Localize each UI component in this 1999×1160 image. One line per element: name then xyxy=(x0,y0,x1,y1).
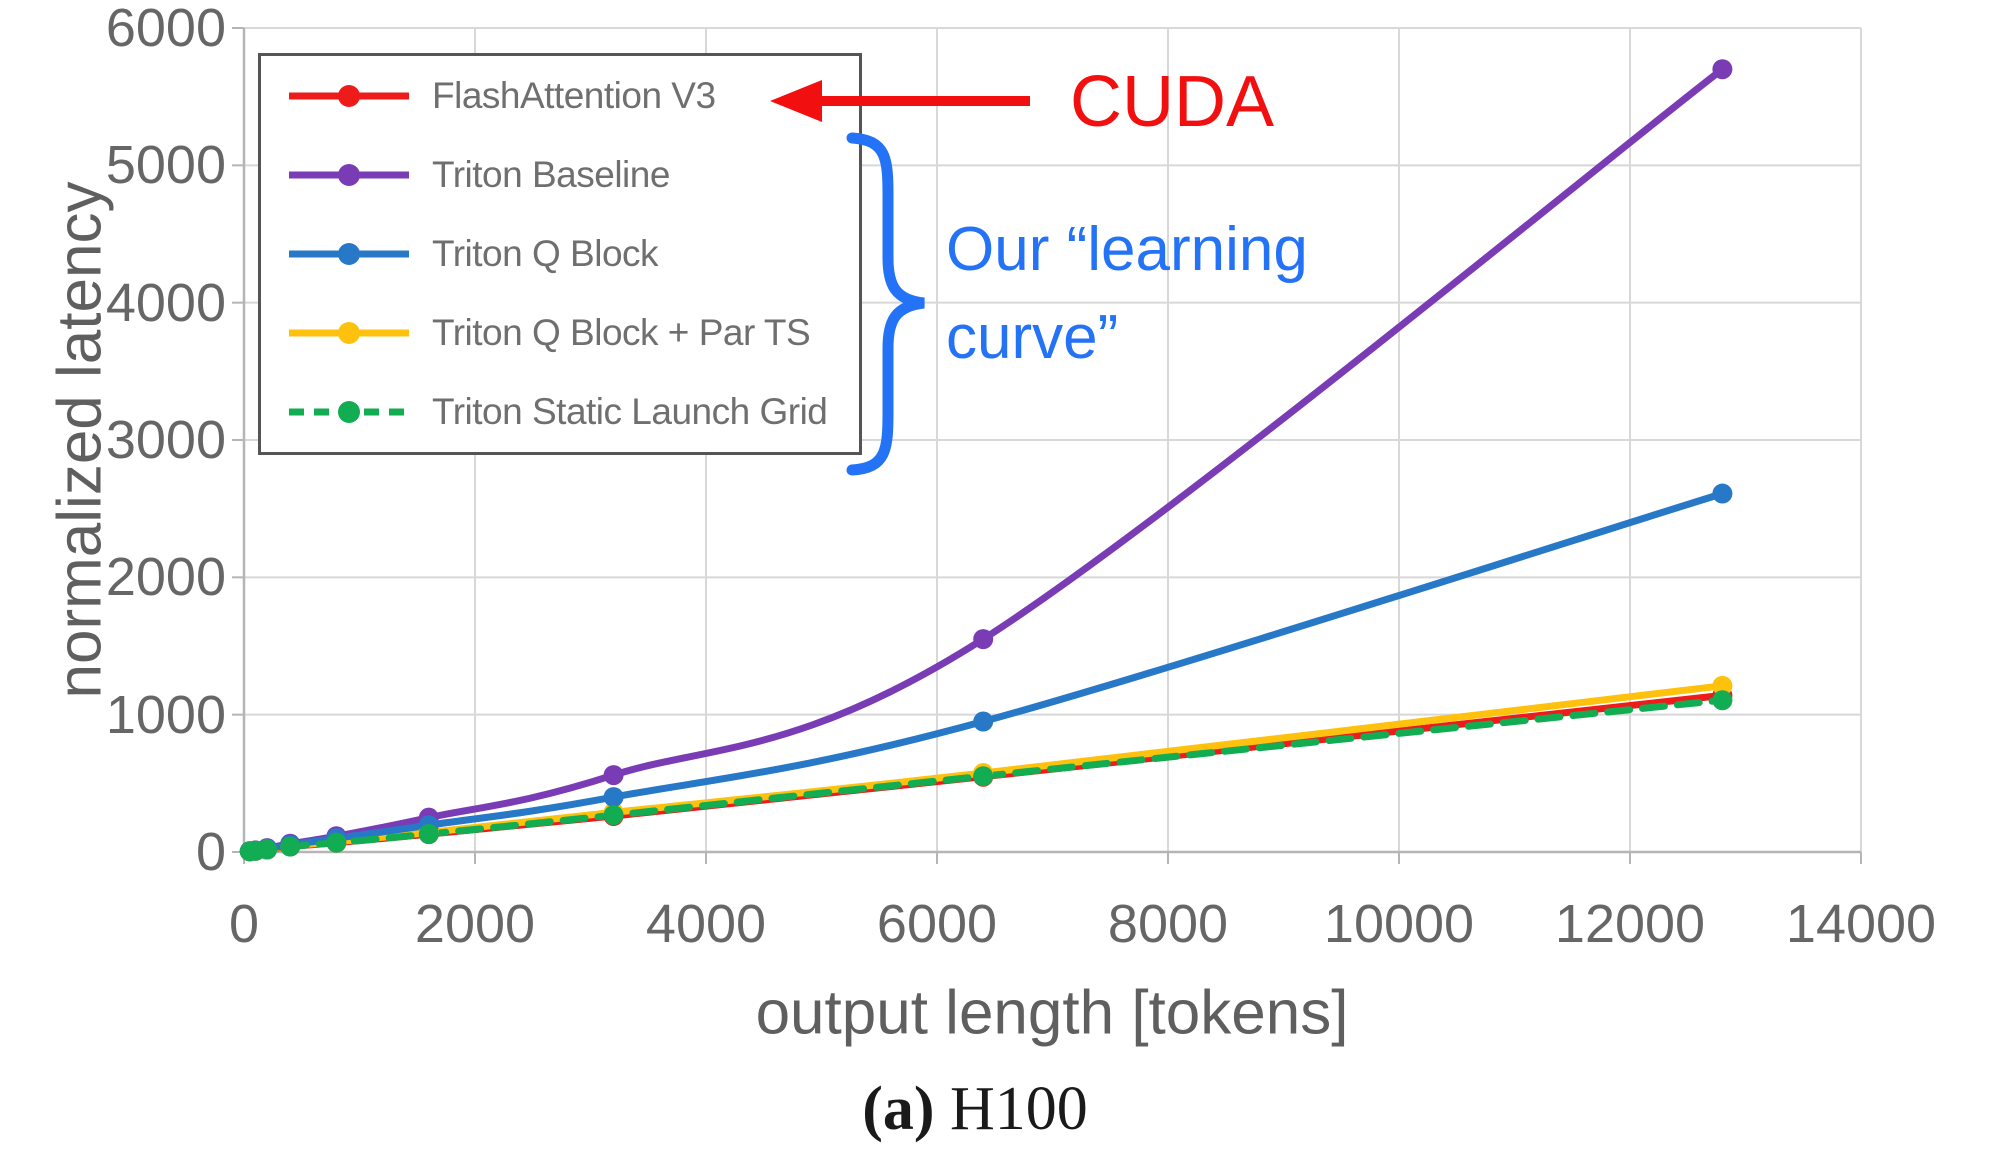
y-tick-label: 6000 xyxy=(105,0,226,58)
legend-item-label: Triton Baseline xyxy=(432,153,670,195)
data-point xyxy=(973,629,994,650)
data-point xyxy=(603,787,624,808)
legend-item-label: FlashAttention V3 xyxy=(432,74,716,116)
data-point xyxy=(280,836,301,857)
x-tick-label: 14000 xyxy=(1785,894,1937,954)
legend-item-label: Triton Static Launch Grid xyxy=(432,391,828,433)
legend-line-sample-icon xyxy=(289,401,409,424)
cuda-annotation: CUDA xyxy=(1070,62,1275,142)
data-point xyxy=(603,805,624,826)
data-point xyxy=(326,832,347,853)
legend-item-label: Triton Q Block + Par TS xyxy=(432,312,811,354)
data-point xyxy=(603,765,624,786)
data-point xyxy=(257,839,278,860)
x-tick-label: 4000 xyxy=(645,894,767,954)
caption-text: H100 xyxy=(950,1075,1088,1143)
data-point xyxy=(1712,59,1733,80)
x-axis-title: output length [tokens] xyxy=(755,978,1349,1048)
caption-label: (a) xyxy=(862,1075,935,1143)
data-point xyxy=(973,766,994,787)
legend-line-sample-icon xyxy=(289,84,409,107)
y-tick-label: 4000 xyxy=(105,272,226,333)
data-point xyxy=(1712,675,1733,696)
y-tick-label: 5000 xyxy=(105,135,226,196)
x-tick-label: 6000 xyxy=(876,894,998,954)
legend-item: Triton Baseline xyxy=(261,154,859,196)
legend-line-sample-icon xyxy=(289,163,409,186)
legend-line-sample-icon xyxy=(289,322,409,345)
y-tick-label: 1000 xyxy=(105,684,226,745)
learning-curve-annotation: Our “learning curve” xyxy=(946,215,1308,372)
y-tick-label: 0 xyxy=(195,822,226,882)
legend-line-sample-icon xyxy=(289,242,409,265)
legend-item-label: Triton Q Block xyxy=(432,232,659,274)
data-point xyxy=(1712,483,1733,504)
x-tick-label: 8000 xyxy=(1107,894,1229,954)
figure-caption: (a) H100 xyxy=(862,1074,1088,1145)
y-tick-label: 3000 xyxy=(105,410,226,470)
legend-item: Triton Q Block + Par TS xyxy=(261,312,859,354)
legend-item: FlashAttention V3 xyxy=(261,75,859,117)
y-axis-title: normalized latency xyxy=(45,181,115,699)
series-line-triton-q-block xyxy=(246,490,1726,855)
x-tick-label: 10000 xyxy=(1323,894,1475,954)
data-point xyxy=(973,711,994,732)
legend: FlashAttention V3 Triton Baseline Triton… xyxy=(258,53,862,455)
y-tick-label: 2000 xyxy=(105,547,226,608)
x-tick-label: 12000 xyxy=(1554,894,1706,954)
x-tick-label: 0 xyxy=(228,894,260,954)
legend-item: Triton Static Launch Grid xyxy=(261,391,859,433)
x-tick-label: 2000 xyxy=(414,894,536,954)
data-point xyxy=(1712,690,1733,711)
data-point xyxy=(418,824,439,845)
legend-item: Triton Q Block xyxy=(261,233,859,275)
